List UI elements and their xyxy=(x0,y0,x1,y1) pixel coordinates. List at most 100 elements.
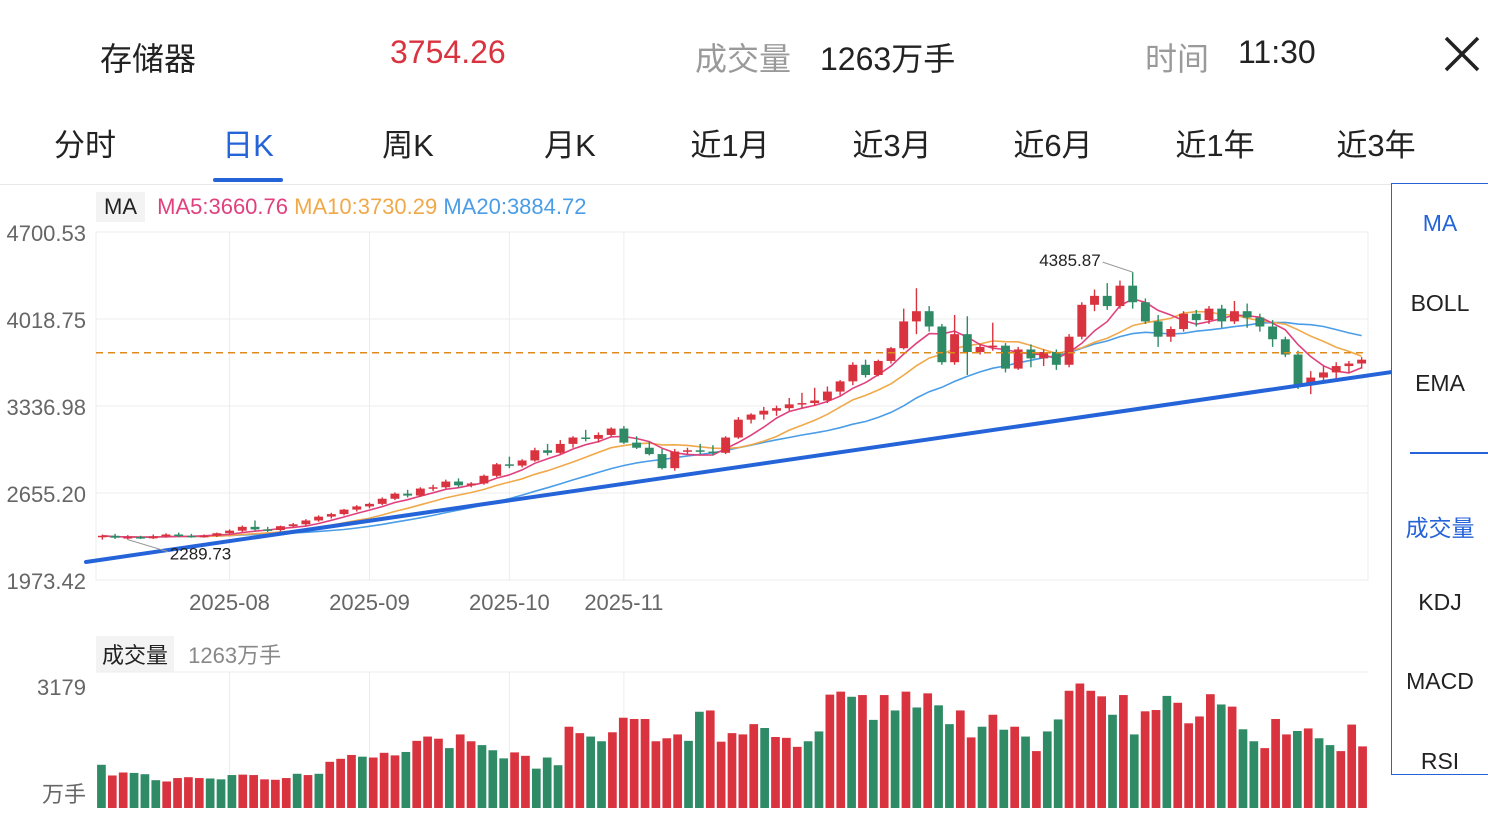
volume-bar xyxy=(1053,719,1063,808)
candle-body xyxy=(543,450,553,453)
tab-fenshi[interactable]: 分时 xyxy=(54,128,116,163)
volume-bar xyxy=(553,765,563,808)
close-button[interactable] xyxy=(1440,32,1484,76)
volume-bar xyxy=(1271,719,1280,808)
candle-body xyxy=(721,437,731,453)
volume-bar xyxy=(1347,724,1357,808)
candle xyxy=(733,417,743,439)
indicator-rsi[interactable]: RSI xyxy=(1420,748,1460,774)
candle xyxy=(695,443,705,455)
volume-bar xyxy=(738,734,748,808)
volume-bar xyxy=(1086,690,1096,808)
volume-bar xyxy=(194,778,204,808)
candle xyxy=(275,525,285,532)
candle-body xyxy=(1306,377,1316,386)
ma20-line xyxy=(102,321,1362,539)
candle-body xyxy=(835,381,845,392)
ma20-value: MA20:3884.72 xyxy=(443,194,587,219)
candle xyxy=(924,306,934,332)
candle xyxy=(683,447,692,455)
volume-bar xyxy=(923,693,933,808)
candle-body xyxy=(326,514,336,517)
candle xyxy=(530,447,540,462)
volume-bar xyxy=(901,691,911,808)
candle-body xyxy=(1001,345,1010,369)
volume-bar xyxy=(466,741,476,808)
indicator-ema[interactable]: EMA xyxy=(1415,370,1465,396)
volume-bar xyxy=(521,755,530,808)
candle xyxy=(428,484,438,492)
candle xyxy=(1166,326,1176,342)
candle-body xyxy=(975,346,985,353)
candle xyxy=(810,387,820,406)
indicator-volume[interactable]: 成交量 xyxy=(1405,515,1475,541)
candle-body xyxy=(1319,372,1328,378)
candle xyxy=(1293,350,1303,390)
candle-body xyxy=(822,391,832,401)
indicator-boll[interactable]: BOLL xyxy=(1410,290,1470,316)
candle xyxy=(1229,300,1239,324)
candle xyxy=(492,463,502,478)
volume-bar xyxy=(401,751,411,808)
tab-6-months[interactable]: 近6月 xyxy=(1013,128,1093,163)
tab-monthly-k[interactable]: 月K xyxy=(544,128,596,163)
tab-3-years[interactable]: 近3年 xyxy=(1336,128,1416,163)
tab-weekly-k[interactable]: 周K xyxy=(382,128,434,163)
candle xyxy=(848,362,858,386)
indicator-ma[interactable]: MA xyxy=(1422,210,1458,236)
y-tick-label: 3336.98 xyxy=(6,395,86,420)
volume-bar xyxy=(825,694,835,808)
volume-bar xyxy=(716,741,726,808)
candle xyxy=(403,489,413,498)
ma-tag[interactable]: MA xyxy=(96,192,145,222)
candle-body xyxy=(466,483,476,486)
candle xyxy=(352,505,362,512)
candle-body xyxy=(1115,285,1125,307)
candle xyxy=(161,533,171,538)
candle xyxy=(1179,311,1189,332)
candle-body xyxy=(428,487,438,489)
tab-3-months[interactable]: 近3月 xyxy=(852,128,932,163)
indicator-kdj[interactable]: KDJ xyxy=(1418,589,1462,615)
candle xyxy=(365,502,374,509)
candle xyxy=(619,426,629,444)
volume-bar xyxy=(249,775,258,808)
volume-bar xyxy=(771,736,780,808)
volume-tag[interactable]: 成交量 xyxy=(96,636,175,672)
indicator-macd[interactable]: MACD xyxy=(1406,668,1474,694)
y-tick-label: 1973.42 xyxy=(6,569,86,594)
tab-1-year[interactable]: 近1年 xyxy=(1175,128,1255,163)
candle-body xyxy=(390,493,400,499)
candle xyxy=(555,440,565,455)
volume-bar xyxy=(1238,729,1248,808)
volume-bar xyxy=(260,779,269,808)
volume-y-tick-label: 3179 xyxy=(37,675,86,700)
candle xyxy=(721,436,731,455)
volume-bar xyxy=(651,741,661,808)
tab-1-month[interactable]: 近1月 xyxy=(690,128,770,163)
candle-body xyxy=(199,535,209,538)
ma10-value: MA10:3730.29 xyxy=(294,194,438,219)
candle-body xyxy=(1191,313,1201,321)
x-tick-label: 2025-10 xyxy=(469,590,550,615)
volume-bar xyxy=(847,696,856,808)
candle-body xyxy=(186,535,196,538)
volume-bar xyxy=(684,740,693,808)
x-tick-label: 2025-09 xyxy=(329,590,410,615)
tab-daily-k[interactable]: 日K xyxy=(222,128,274,163)
candle-body xyxy=(1077,304,1087,337)
kline-chart[interactable]: 4700.53 4018.75 3336.98 2655.20 1973.42 2025-… xyxy=(0,0,1391,814)
volume-bar xyxy=(1227,706,1237,808)
min-annotation-leader xyxy=(127,539,168,553)
volume-bar xyxy=(977,726,987,808)
candle-body xyxy=(1128,285,1138,303)
candle xyxy=(1077,302,1087,340)
candle xyxy=(1255,313,1265,332)
candle xyxy=(377,497,387,506)
candle-body xyxy=(1064,336,1074,365)
volume-bar xyxy=(586,736,596,808)
candle-body xyxy=(873,360,883,375)
volume-bar xyxy=(890,710,900,808)
candle-body xyxy=(861,364,871,375)
volume-bar xyxy=(1325,745,1335,808)
